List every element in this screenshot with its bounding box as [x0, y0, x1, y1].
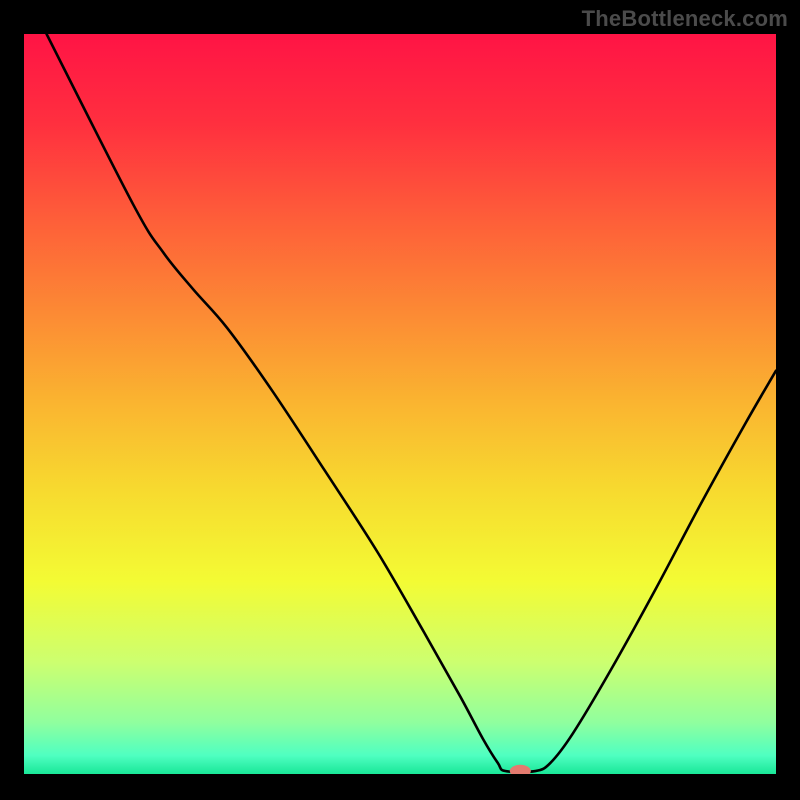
chart-svg: [24, 34, 776, 774]
chart-background: [24, 34, 776, 774]
bottleneck-chart: [24, 34, 776, 774]
watermark-text: TheBottleneck.com: [582, 6, 788, 32]
